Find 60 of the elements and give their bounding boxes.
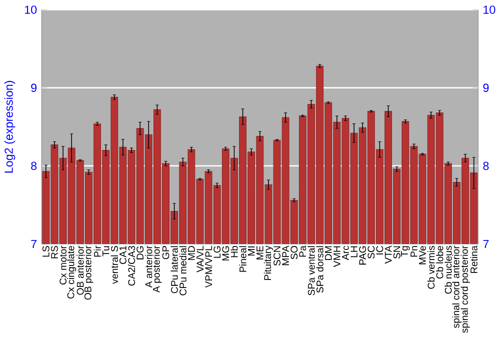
x-tick-label: LG [214, 246, 221, 258]
x-tick-label: A anterior [145, 246, 152, 288]
x-tick-label: SCN [274, 246, 280, 266]
y2-tick-label: 9 [483, 84, 489, 92]
x-tick-label: Tg [401, 246, 410, 257]
x-tick-label: DM [325, 246, 332, 260]
x-tick-label: Pa [299, 245, 306, 257]
x-tick-label: LS [42, 246, 50, 257]
x-tick-label: MD [188, 246, 195, 260]
x-tick-label: MVe [419, 246, 426, 264]
y-tick-label: 8 [31, 162, 37, 170]
x-tick-label: PAG [359, 246, 366, 264]
x-tick-label: SPa dorsal [316, 246, 324, 293]
x-tick-label: A posterior [152, 246, 162, 292]
x-tick-label: RS [51, 246, 58, 258]
x-tick-label: spinal cord anterior [452, 246, 462, 328]
x-tick-label: Cx cingulate [67, 246, 76, 298]
x-tick-label: CA2/CA3 [128, 246, 136, 286]
x-tick-label: Pir [94, 246, 101, 257]
y2-tick-label: 10 [484, 5, 496, 14]
y-tick-label: 9 [31, 84, 37, 92]
x-tick-label: Arc [342, 246, 349, 260]
x-tick-label: GP [162, 246, 170, 259]
x-tick-label: Pineal [239, 246, 246, 272]
x-tick-label: CPu medial [179, 246, 186, 296]
x-tick-label: VTA [384, 245, 392, 264]
x-tick-label: ventral S [110, 246, 118, 284]
x-tick-label: MPA [282, 245, 289, 265]
x-tick-label: OB anterior [76, 246, 84, 295]
y2-tick-label: 8 [483, 162, 489, 170]
x-tick-label: Retina [470, 245, 478, 273]
x-tick-label: CA1 [120, 246, 126, 264]
x-tick-label: DG [136, 246, 144, 260]
x-tick-label: Cb vermis [427, 246, 435, 289]
x-tick-label: OB posterior [84, 246, 94, 300]
x-tick-label: LH [350, 246, 358, 258]
x-tick-label: SC [368, 246, 375, 258]
x-tick-label: SPa ventral [308, 246, 315, 296]
y-axis-title: Log2 (expression) [4, 80, 16, 172]
x-tick-label: Cx motor [60, 246, 66, 284]
x-tick-label: Cb lobe [436, 246, 444, 278]
x-tick-label: CPu lateral [170, 246, 178, 294]
x-tick-label: Pn [410, 246, 418, 257]
x-tick-label: Hb [230, 246, 238, 258]
y2-tick-label: 7 [483, 240, 489, 248]
x-tick-label: ME [256, 246, 264, 260]
x-tick-label: VMH [334, 246, 340, 268]
x-tick-label: Pituitary [264, 245, 273, 280]
x-tick-label: spinal cord posterior [460, 246, 470, 333]
x-tick-label: VPM/VPL [204, 246, 212, 288]
y-tick-label: 7 [31, 240, 36, 248]
x-tick-label: VA/VL [196, 246, 204, 272]
y-tick-label: 10 [24, 5, 37, 14]
x-tick-label: MI [248, 246, 255, 256]
x-tick-label: IC [376, 246, 384, 254]
x-tick-label: SO [290, 246, 298, 260]
x-tick-label: SN [393, 246, 400, 258]
x-tick-label: MG [222, 246, 230, 260]
x-tick-label: Cb nucleus [444, 246, 452, 294]
x-tick-label: Tu [102, 246, 110, 256]
